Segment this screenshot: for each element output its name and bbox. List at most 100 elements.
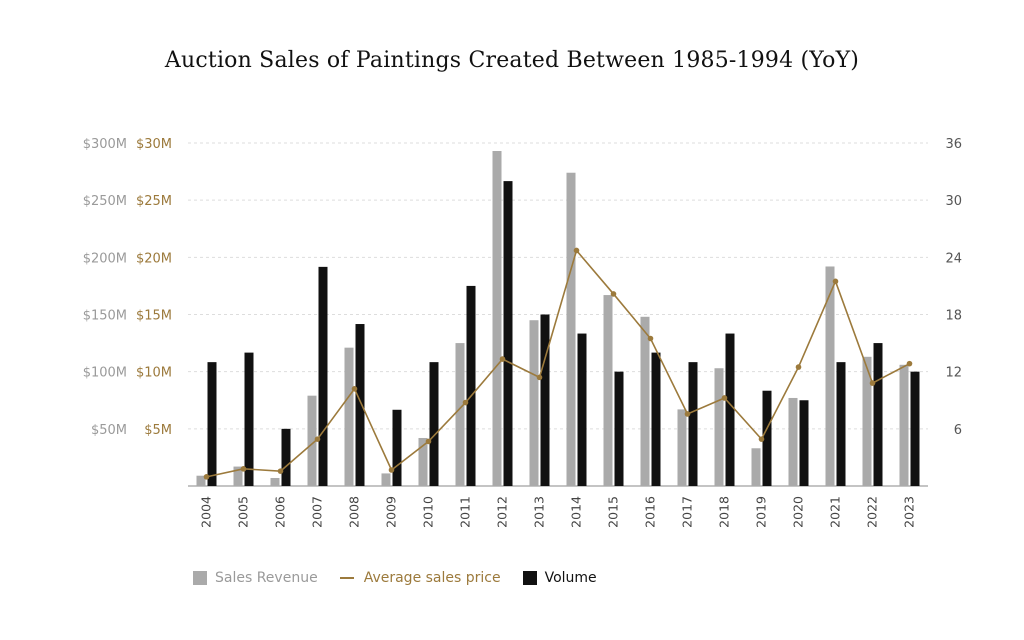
sales-revenue-swatch (193, 571, 207, 585)
average-price-point (203, 474, 210, 480)
legend-label-sales-revenue: Sales Revenue (215, 570, 318, 586)
volume-bar (503, 181, 513, 486)
x-tick-label: 2008 (347, 496, 362, 528)
left-outer-tick-label: $100M (83, 366, 127, 381)
left-inner-tick-label: $30M (136, 137, 172, 152)
average-price-point (425, 438, 432, 445)
right-tick-label: 36 (945, 137, 962, 152)
sales-revenue-bar (418, 437, 428, 486)
left-inner-axis-ticks: $5M $10M $15M $20M $25M $30M (136, 137, 172, 438)
right-tick-label: 30 (945, 194, 962, 209)
average-price-point (462, 399, 469, 406)
volume-bar (281, 428, 291, 486)
x-axis-labels: 2004 2005 2006 2007 2008 2009 2010 2011 2012 2013… (199, 496, 917, 528)
legend-label-average-sales-price: Average sales price (363, 570, 501, 586)
x-tick-label: 2012 (495, 496, 510, 528)
sales-revenue-bar (603, 295, 613, 486)
x-tick-label: 2014 (569, 496, 584, 528)
average-price-point (758, 436, 765, 442)
average-price-polyline (206, 248, 910, 478)
average-price-point (721, 395, 728, 401)
x-tick-label: 2023 (902, 496, 917, 528)
sales-revenue-bar (233, 466, 243, 486)
average-sales-price-swatch (339, 577, 354, 579)
average-price-point (240, 466, 247, 472)
average-price-point (573, 247, 580, 254)
x-tick-label: 2009 (384, 496, 399, 528)
sales-revenue-bar (455, 343, 465, 486)
volume-bar (429, 362, 439, 486)
average-price-point (388, 467, 395, 473)
volume-bar (725, 333, 735, 486)
left-inner-tick-label: $25M (136, 194, 172, 209)
bars (196, 151, 920, 486)
x-tick-label: 2020 (791, 496, 806, 528)
average-price-line (203, 247, 913, 480)
left-outer-tick-label: $150M (83, 309, 127, 324)
legend-item-average-sales-price: Average sales price (339, 570, 501, 586)
right-tick-label: 6 (954, 423, 962, 438)
average-price-point (684, 411, 691, 417)
average-price-point (869, 380, 876, 386)
volume-bar (836, 362, 846, 486)
sales-revenue-bar (492, 151, 502, 486)
legend-item-sales-revenue: Sales Revenue (193, 570, 318, 586)
left-outer-tick-label: $50M (91, 423, 127, 438)
sales-revenue-bar (640, 316, 650, 486)
left-outer-tick-label: $200M (83, 251, 127, 266)
sales-revenue-bar (566, 172, 576, 486)
average-price-point (610, 291, 617, 297)
sales-revenue-bar (825, 266, 835, 486)
chart-title: Auction Sales of Paintings Created Betwe… (164, 48, 860, 73)
volume-bar (577, 333, 587, 486)
x-tick-label: 2005 (236, 496, 251, 528)
sales-revenue-bar (381, 473, 391, 486)
left-outer-tick-label: $250M (83, 194, 127, 209)
left-inner-tick-label: $10M (136, 366, 172, 381)
sales-revenue-bar (677, 409, 687, 486)
volume-bar (466, 285, 476, 486)
average-price-point (795, 364, 802, 370)
left-outer-axis-ticks: $50M $100M $150M $200M $250M $300M (83, 137, 127, 438)
x-tick-label: 2021 (828, 496, 843, 528)
volume-bar (355, 324, 365, 486)
sales-revenue-bar (196, 475, 206, 486)
volume-bar (799, 400, 809, 486)
x-tick-label: 2006 (273, 496, 288, 528)
x-tick-label: 2016 (643, 496, 658, 528)
x-tick-label: 2013 (532, 496, 547, 528)
x-tick-label: 2018 (717, 496, 732, 528)
x-tick-label: 2007 (310, 496, 325, 528)
left-outer-tick-label: $300M (83, 137, 127, 152)
sales-revenue-bar (899, 364, 909, 486)
sales-revenue-bar (344, 347, 354, 486)
x-tick-label: 2010 (421, 496, 436, 528)
average-price-point (314, 436, 321, 442)
average-price-point (351, 386, 358, 392)
right-tick-label: 18 (945, 309, 962, 324)
left-inner-tick-label: $20M (136, 251, 172, 266)
average-price-point (647, 335, 654, 342)
sales-revenue-bar (788, 397, 798, 486)
legend-label-volume: Volume (544, 570, 597, 586)
average-price-point (536, 374, 543, 381)
sales-revenue-bar (714, 368, 724, 486)
volume-bar (392, 409, 402, 486)
volume-bar (318, 266, 328, 486)
sales-revenue-bar (307, 395, 317, 486)
x-tick-label: 2011 (458, 496, 473, 528)
sales-revenue-bar (270, 477, 280, 486)
volume-bar (762, 390, 772, 486)
sales-revenue-bar (862, 356, 872, 486)
left-inner-tick-label: $15M (136, 309, 172, 324)
x-tick-label: 2017 (680, 496, 695, 528)
volume-bar (614, 371, 624, 486)
right-tick-label: 24 (945, 251, 962, 266)
volume-swatch (522, 571, 537, 585)
volume-bar (910, 371, 920, 486)
volume-bar (207, 362, 217, 486)
x-tick-label: 2019 (754, 496, 769, 528)
sales-revenue-bar (529, 320, 539, 486)
right-tick-label: 12 (945, 366, 962, 381)
